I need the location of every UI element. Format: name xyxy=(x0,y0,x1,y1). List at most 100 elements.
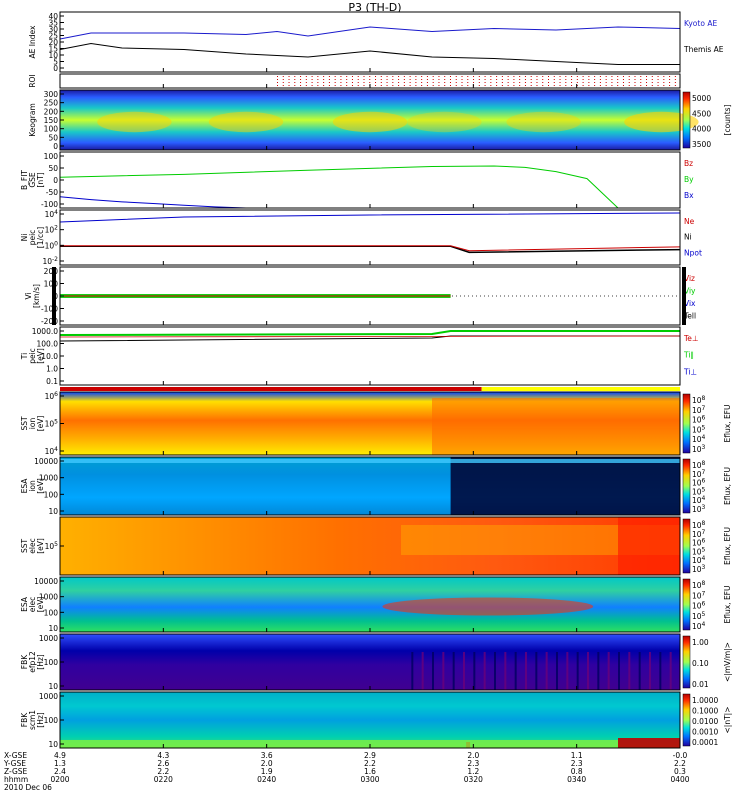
colorbar-frame xyxy=(682,518,691,574)
ytick-label: 1.0 xyxy=(46,365,58,374)
ylabel-text: ion xyxy=(28,418,37,430)
roi-dot xyxy=(300,79,302,80)
colorbar-tick: 5000 xyxy=(692,94,711,103)
roi-dot xyxy=(628,76,630,77)
roi-dot xyxy=(415,82,417,83)
ylabel-text: ion xyxy=(28,480,37,492)
roi-dot xyxy=(542,82,544,83)
ylabel-text: [1/cc] xyxy=(36,227,45,248)
flag-strip-right xyxy=(682,267,686,325)
keogram-blob xyxy=(208,111,284,133)
ylabel-text: [eV] xyxy=(36,538,45,554)
roi-dot xyxy=(432,76,434,77)
fbk-efield-streak xyxy=(587,652,589,690)
esa-elec-peak xyxy=(382,597,594,616)
fbk-efield-streak xyxy=(566,652,569,690)
colorbar-tick: 1.00 xyxy=(692,638,709,647)
colorbar-tick: 106 xyxy=(692,415,706,425)
roi-dot xyxy=(617,82,619,83)
roi-dot xyxy=(496,79,498,80)
roi-dot xyxy=(634,82,636,83)
ylabel-text: ESA xyxy=(20,596,29,612)
colorbar-fbk_b xyxy=(683,694,690,746)
fbk-efield-streak xyxy=(525,652,527,690)
roi-dot xyxy=(392,79,394,80)
fbk-efield-streak xyxy=(659,652,662,690)
roi-dot xyxy=(640,76,642,77)
roi-dot xyxy=(317,76,319,77)
roi-dot xyxy=(669,79,671,80)
roi-dot xyxy=(640,79,642,80)
roi-dot xyxy=(328,76,330,77)
colorbar-tick: 105 xyxy=(692,424,706,434)
roi-dot xyxy=(403,82,405,83)
colorbar-tick: 107 xyxy=(692,405,706,415)
roi-dot xyxy=(340,82,342,83)
roi-dot xyxy=(455,76,457,77)
roi-dot xyxy=(461,76,463,77)
roi-dot xyxy=(346,85,348,86)
colorbar-label: <|nT|> xyxy=(723,707,732,734)
ylabel-text: SST xyxy=(20,416,29,431)
roi-dot xyxy=(599,82,601,83)
xaxis-value: 2.2 xyxy=(364,759,376,768)
roi-dot xyxy=(351,79,353,80)
roi-dot xyxy=(628,79,630,80)
ylabel-text: peic xyxy=(28,230,37,246)
roi-dot xyxy=(663,85,665,86)
legend-Ti: Ti∥ xyxy=(683,351,694,360)
roi-dot xyxy=(651,76,653,77)
roi-dot xyxy=(305,85,307,86)
roi-dot xyxy=(530,79,532,80)
roi-dot xyxy=(553,79,555,80)
roi-dot xyxy=(461,79,463,80)
legend-Te: Te⊥ xyxy=(683,334,698,343)
ytick-label: 200 xyxy=(44,107,59,116)
roi-dot xyxy=(380,79,382,80)
ytick-label: 105 xyxy=(45,419,59,429)
xaxis-value: 0.3 xyxy=(674,767,686,776)
ytick-label: 1000 xyxy=(39,692,58,701)
roi-dot xyxy=(634,76,636,77)
roi-dot xyxy=(386,85,388,86)
fbk-efield-streak xyxy=(483,652,486,690)
ytick-label: 1000.0 xyxy=(32,327,58,336)
legend-ThemisAE: Themis AE xyxy=(683,45,724,54)
roi-dot xyxy=(323,79,325,80)
roi-dot xyxy=(484,79,486,80)
colorbar-tick: 107 xyxy=(692,469,706,479)
colorbar-esa_e xyxy=(683,579,690,630)
roi-dot xyxy=(553,85,555,86)
colorbar-label-sst_i: Eflux, EFU xyxy=(723,405,732,443)
series-npot xyxy=(59,212,681,223)
ytick-label: 100 xyxy=(44,716,59,725)
ylabel-text: [Hz] xyxy=(36,654,45,670)
roi-dot xyxy=(403,79,405,80)
fbk-efield-streak xyxy=(535,652,538,690)
roi-dot xyxy=(277,76,278,77)
colorbar-label-fbk_e: <|mV/m|> xyxy=(723,642,732,682)
roi-dot xyxy=(380,82,382,83)
colorbar-tick: 103 xyxy=(692,564,706,574)
roi-dot xyxy=(467,85,469,86)
roi-dot xyxy=(640,82,642,83)
ylabel-text: [eV] xyxy=(36,597,45,613)
keogram-blob xyxy=(332,111,408,133)
fbk-efield-streak xyxy=(452,652,455,690)
roi-dot xyxy=(507,82,509,83)
roi-dot xyxy=(444,79,446,80)
roi-dot xyxy=(421,79,423,80)
roi-dot xyxy=(634,85,636,86)
fbk-efield-streak xyxy=(463,652,465,690)
series-ne xyxy=(60,245,681,252)
roi-dot xyxy=(375,76,377,77)
roi-dot xyxy=(519,79,521,80)
colorbar-label-esa_i: Eflux, EFU xyxy=(723,467,732,505)
keogram-blob xyxy=(407,111,482,133)
ytick-label: 1000 xyxy=(39,634,58,643)
xaxis-value: 2.3 xyxy=(467,759,479,768)
roi-dot xyxy=(380,85,382,86)
legend-Vix: Vix xyxy=(684,299,696,308)
ytick-label: -100 xyxy=(41,200,58,209)
roi-dot xyxy=(398,79,400,80)
